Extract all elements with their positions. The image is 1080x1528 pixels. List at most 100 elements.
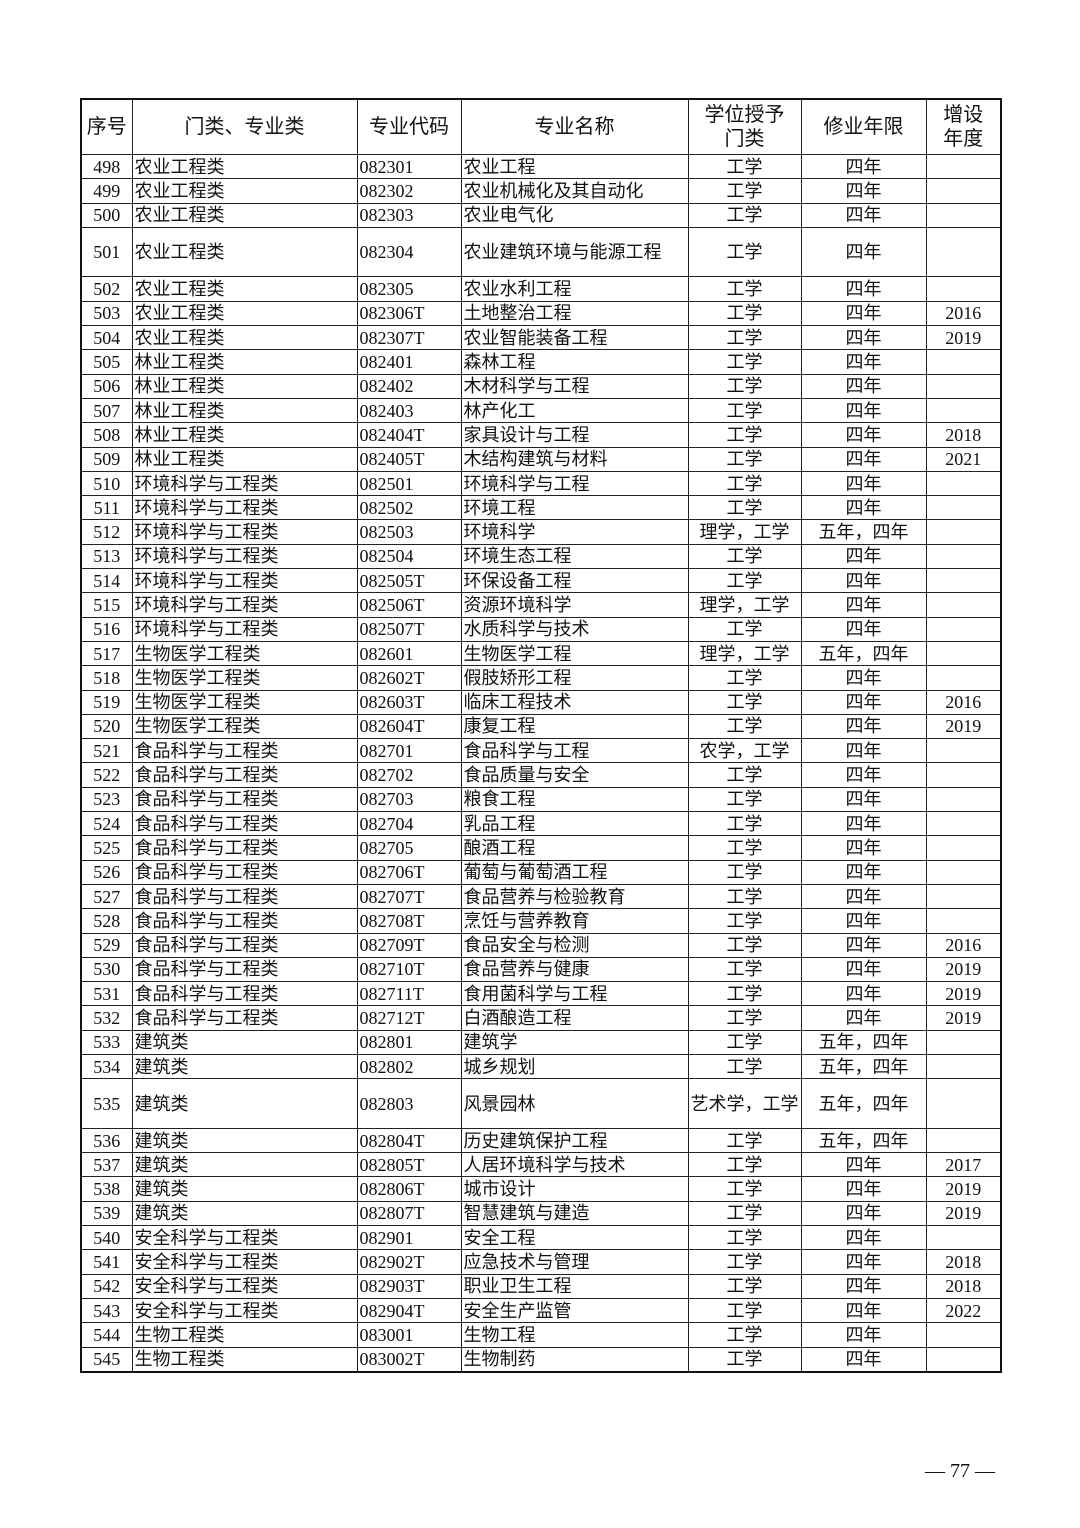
row-degree: 工学 <box>687 1176 802 1202</box>
row-degree: 工学 <box>687 543 802 570</box>
row-name: 白酒酿造工程 <box>460 1005 689 1031</box>
row-degree: 艺术学，工学 <box>687 1078 802 1129</box>
row-code: 082402 <box>356 373 462 399</box>
row-code: 082404T <box>356 422 462 448</box>
row-duration: 四年 <box>800 1225 927 1251</box>
table-row: 510 环境科学与工程类 082501 环境科学与工程 工学 四年 <box>80 470 1002 497</box>
row-year-added: 2022 <box>925 1297 1002 1324</box>
row-year-added <box>925 811 1002 837</box>
row-category: 环境科学与工程类 <box>131 470 358 497</box>
row-category: 生物医学工程类 <box>131 640 358 667</box>
row-index: 507 <box>80 397 133 424</box>
row-category: 农业工程类 <box>131 325 358 351</box>
row-category: 建筑类 <box>131 1053 358 1080</box>
row-year-added <box>925 1053 1002 1080</box>
header-duration: 修业年限 <box>800 98 927 155</box>
row-category: 食品科学与工程类 <box>131 835 358 861</box>
table-row: 513 环境科学与工程类 082504 环境生态工程 工学 四年 <box>80 543 1002 570</box>
row-index: 543 <box>80 1297 133 1324</box>
table-row: 526 食品科学与工程类 082706T 葡萄与葡萄酒工程 工学 四年 <box>80 859 1002 885</box>
row-code: 082503 <box>356 519 462 545</box>
row-duration: 四年 <box>800 908 927 934</box>
row-year-added: 2019 <box>925 713 1002 740</box>
row-duration: 四年 <box>800 738 927 764</box>
row-code: 082801 <box>356 1029 462 1055</box>
row-category: 农业工程类 <box>131 178 358 204</box>
row-duration: 四年 <box>800 1346 927 1373</box>
row-category: 环境科学与工程类 <box>131 495 358 521</box>
row-name: 木材科学与工程 <box>460 373 689 399</box>
row-degree: 工学 <box>687 446 802 472</box>
row-code: 082603T <box>356 689 462 715</box>
row-name: 森林工程 <box>460 349 689 375</box>
row-category: 食品科学与工程类 <box>131 762 358 788</box>
row-degree: 工学 <box>687 470 802 497</box>
row-duration: 四年 <box>800 373 927 399</box>
row-degree: 工学 <box>687 762 802 788</box>
table-row: 509 林业工程类 082405T 木结构建筑与材料 工学 四年 2021 <box>80 446 1002 472</box>
table-row: 530 食品科学与工程类 082710T 食品营养与健康 工学 四年 2019 <box>80 956 1002 983</box>
row-code: 082507T <box>356 616 462 642</box>
row-category: 安全科学与工程类 <box>131 1249 358 1275</box>
row-name: 葡萄与葡萄酒工程 <box>460 859 689 885</box>
row-degree: 工学 <box>687 981 802 1007</box>
row-degree: 工学 <box>687 1152 802 1178</box>
row-code: 082506T <box>356 592 462 618</box>
row-category: 环境科学与工程类 <box>131 568 358 594</box>
table-row: 498 农业工程类 082301 农业工程 工学 四年 <box>80 153 1002 180</box>
row-duration: 五年，四年 <box>800 519 927 545</box>
row-index: 530 <box>80 956 133 983</box>
row-index: 535 <box>80 1078 133 1129</box>
majors-table: 序号 门类、专业类 专业代码 专业名称 学位授予门类 修业年限 增设年度 498… <box>80 98 1002 1373</box>
row-code: 082705 <box>356 835 462 861</box>
row-degree: 工学 <box>687 689 802 715</box>
row-code: 082306T <box>356 300 462 327</box>
row-category: 农业工程类 <box>131 276 358 302</box>
row-index: 503 <box>80 300 133 327</box>
row-duration: 四年 <box>800 883 927 910</box>
row-index: 533 <box>80 1029 133 1055</box>
row-name: 人居环境科学与技术 <box>460 1152 689 1178</box>
row-code: 082604T <box>356 713 462 740</box>
row-name: 建筑学 <box>460 1029 689 1055</box>
row-category: 建筑类 <box>131 1029 358 1055</box>
row-code: 082602T <box>356 665 462 691</box>
row-index: 537 <box>80 1152 133 1178</box>
row-index: 514 <box>80 568 133 594</box>
row-name: 安全生产监管 <box>460 1297 689 1324</box>
row-year-added <box>925 762 1002 788</box>
row-index: 520 <box>80 713 133 740</box>
table-row: 499 农业工程类 082302 农业机械化及其自动化 工学 四年 <box>80 178 1002 204</box>
row-year-added: 2017 <box>925 1152 1002 1178</box>
row-degree: 工学 <box>687 349 802 375</box>
row-year-added <box>925 1322 1002 1348</box>
row-name: 食品质量与安全 <box>460 762 689 788</box>
row-degree: 工学 <box>687 373 802 399</box>
row-degree: 工学 <box>687 713 802 740</box>
row-name: 木结构建筑与材料 <box>460 446 689 472</box>
table-row: 506 林业工程类 082402 木材科学与工程 工学 四年 <box>80 373 1002 399</box>
table-row: 514 环境科学与工程类 082505T 环保设备工程 工学 四年 <box>80 568 1002 594</box>
table-row: 528 食品科学与工程类 082708T 烹饪与营养教育 工学 四年 <box>80 908 1002 934</box>
row-degree: 工学 <box>687 932 802 958</box>
row-name: 风景园林 <box>460 1078 689 1129</box>
row-degree: 工学 <box>687 153 802 180</box>
row-name: 农业水利工程 <box>460 276 689 302</box>
row-year-added <box>925 397 1002 424</box>
row-degree: 工学 <box>687 1005 802 1031</box>
row-index: 528 <box>80 908 133 934</box>
row-code: 082405T <box>356 446 462 472</box>
row-name: 历史建筑保护工程 <box>460 1127 689 1154</box>
row-index: 498 <box>80 153 133 180</box>
row-degree: 工学 <box>687 616 802 642</box>
row-degree: 工学 <box>687 226 802 278</box>
row-code: 082903T <box>356 1273 462 1299</box>
row-degree: 工学 <box>687 786 802 813</box>
row-duration: 四年 <box>800 1176 927 1202</box>
row-category: 食品科学与工程类 <box>131 981 358 1007</box>
row-index: 518 <box>80 665 133 691</box>
row-index: 538 <box>80 1176 133 1202</box>
row-duration: 四年 <box>800 276 927 302</box>
table-row: 533 建筑类 082801 建筑学 工学 五年，四年 <box>80 1029 1002 1055</box>
header-name: 专业名称 <box>460 98 689 155</box>
